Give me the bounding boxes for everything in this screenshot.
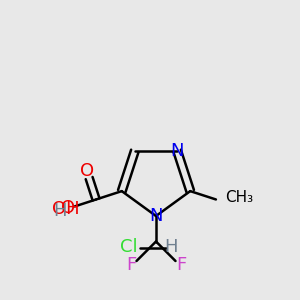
- Text: H: H: [53, 202, 66, 220]
- Text: OH: OH: [52, 200, 80, 218]
- Text: N: N: [149, 207, 163, 225]
- Text: N: N: [170, 142, 184, 160]
- Text: F: F: [176, 256, 186, 274]
- Text: O: O: [80, 162, 94, 180]
- Text: CH₃: CH₃: [225, 190, 253, 206]
- Text: O: O: [61, 200, 76, 217]
- Text: F: F: [126, 256, 136, 274]
- Text: Cl: Cl: [120, 238, 138, 256]
- Text: H: H: [164, 238, 178, 256]
